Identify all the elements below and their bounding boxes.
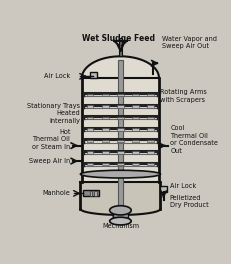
Bar <box>117 94 123 96</box>
Bar <box>147 105 153 107</box>
Text: Rotating Arms
with Scrapers: Rotating Arms with Scrapers <box>160 89 206 103</box>
Bar <box>118 60 122 213</box>
Bar <box>80 182 160 209</box>
Bar <box>147 140 153 142</box>
Ellipse shape <box>109 217 131 225</box>
Bar <box>89 191 91 196</box>
Bar <box>87 163 93 165</box>
Ellipse shape <box>80 170 160 178</box>
Bar <box>132 105 138 107</box>
Bar <box>87 152 93 154</box>
Bar <box>102 152 108 154</box>
Bar <box>132 94 138 96</box>
Text: Sweep Air In: Sweep Air In <box>29 158 70 164</box>
Bar <box>132 140 138 142</box>
Bar <box>102 140 108 142</box>
Bar <box>82 78 158 182</box>
Bar <box>89 73 97 78</box>
Text: Manhole: Manhole <box>43 190 70 196</box>
Bar <box>87 140 93 142</box>
Bar <box>117 163 123 165</box>
Bar <box>117 152 123 154</box>
Bar <box>119 38 122 56</box>
Text: Drive
Mechanism: Drive Mechanism <box>101 215 138 229</box>
Bar <box>87 128 93 131</box>
Bar <box>112 210 128 221</box>
Text: Hot
Thermal Oil
or Steam In: Hot Thermal Oil or Steam In <box>32 129 70 150</box>
Bar <box>132 152 138 154</box>
Bar <box>147 94 153 96</box>
Bar <box>102 117 108 119</box>
Bar <box>159 186 167 192</box>
Text: Water Vapor and
Sweep Air Out: Water Vapor and Sweep Air Out <box>161 36 216 49</box>
Bar <box>117 105 123 107</box>
Text: Air Lock: Air Lock <box>44 73 70 79</box>
Bar <box>102 128 108 131</box>
Bar <box>87 117 93 119</box>
Text: Air Lock: Air Lock <box>169 183 195 189</box>
Bar <box>132 117 138 119</box>
Bar <box>117 128 123 131</box>
Bar <box>117 140 123 142</box>
Bar <box>94 191 96 196</box>
Polygon shape <box>80 209 160 215</box>
Bar <box>147 117 153 119</box>
Bar <box>132 163 138 165</box>
Bar <box>147 128 153 131</box>
Bar <box>102 94 108 96</box>
Text: Wet Sludge Feed: Wet Sludge Feed <box>82 34 155 43</box>
Text: Pelletized
Dry Product: Pelletized Dry Product <box>169 195 208 208</box>
Bar <box>117 117 123 119</box>
Bar <box>102 105 108 107</box>
Ellipse shape <box>109 206 131 215</box>
Bar <box>87 105 93 107</box>
Text: Stationary Trays
Heated
Internally: Stationary Trays Heated Internally <box>27 102 80 124</box>
Bar <box>132 128 138 131</box>
Bar <box>147 163 153 165</box>
Bar <box>102 163 108 165</box>
Bar <box>83 190 98 196</box>
Bar <box>87 94 93 96</box>
Text: Cool
Thermal Oil
or Condensate
Out: Cool Thermal Oil or Condensate Out <box>170 125 217 154</box>
Polygon shape <box>82 56 158 78</box>
Bar <box>147 152 153 154</box>
